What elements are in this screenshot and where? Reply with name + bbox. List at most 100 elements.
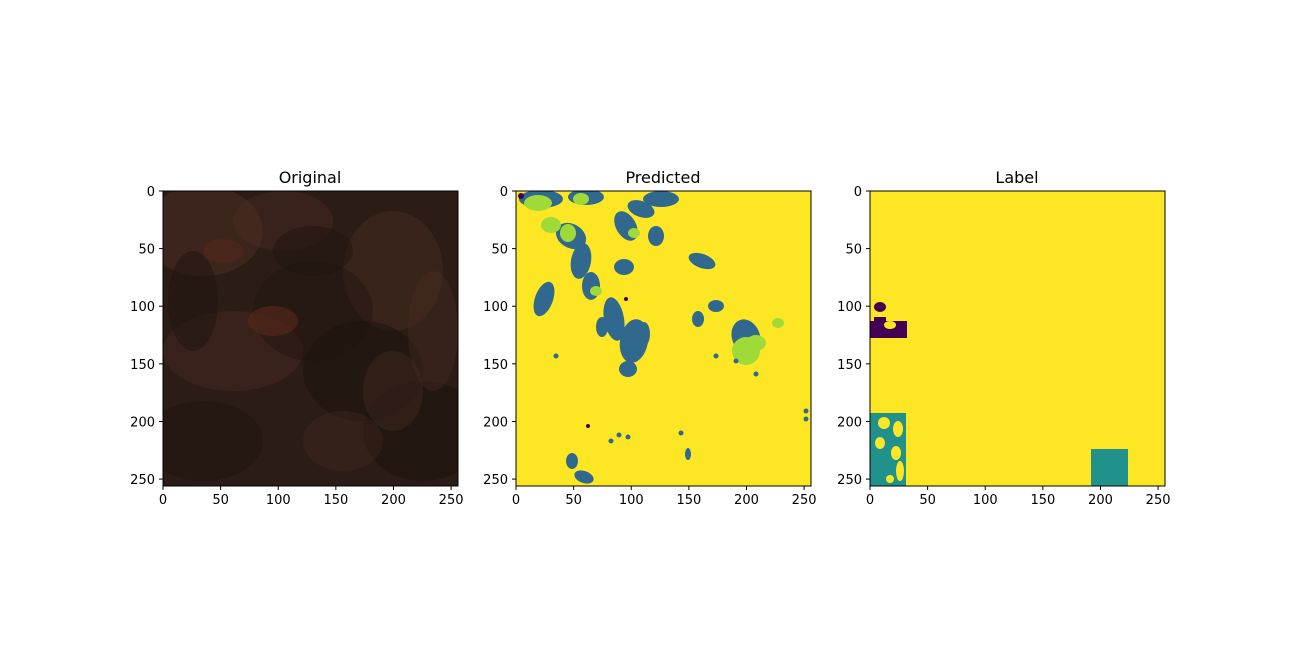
- y-tick-label: 100: [130, 300, 155, 315]
- texture-patch: [203, 239, 243, 263]
- y-tick-label: 200: [483, 415, 508, 430]
- teal-region: [566, 453, 578, 469]
- y-tick-label: 100: [837, 300, 862, 315]
- teal-speck: [553, 353, 559, 359]
- purple-region: [874, 302, 886, 312]
- panel-title: Predicted: [625, 168, 700, 187]
- x-tick-label: 50: [919, 493, 936, 508]
- teal-region: [648, 226, 664, 246]
- x-tick-label: 200: [381, 493, 406, 508]
- x-tick-label: 100: [266, 493, 291, 508]
- green-region: [746, 335, 766, 351]
- purple-region: [874, 317, 886, 325]
- green-region: [560, 224, 576, 242]
- texture-patch: [363, 351, 423, 431]
- teal-region: [596, 317, 608, 337]
- teal-speck: [803, 408, 809, 414]
- teal-gap: [878, 417, 890, 429]
- teal-gap: [891, 446, 901, 460]
- original-image: [163, 191, 458, 486]
- panel-label: Label 0 50 100 150 200 250 0 50 100 150 200 250: [837, 168, 1170, 508]
- x-tick-label: 250: [1146, 493, 1171, 508]
- purple-region: [624, 297, 628, 301]
- panel-original: Original 0 50 100 150 200 250 0 50 100 150 200 250: [130, 168, 463, 508]
- mask-background: [870, 191, 1165, 486]
- green-region: [541, 217, 561, 233]
- texture-patch: [343, 211, 443, 331]
- teal-region: [708, 300, 724, 312]
- purple-region: [870, 321, 907, 338]
- green-region: [590, 286, 602, 296]
- axis-ticks: 0 50 100 150 200 250 0 50 100 150 200 250: [130, 185, 463, 508]
- x-tick-label: 50: [565, 493, 582, 508]
- y-tick-label: 250: [837, 473, 862, 488]
- purple-gap: [884, 321, 896, 329]
- teal-region: [533, 281, 555, 317]
- x-tick-label: 200: [1088, 493, 1113, 508]
- teal-region: [688, 252, 716, 270]
- teal-speck: [678, 430, 684, 436]
- teal-speck: [803, 416, 809, 422]
- axis-ticks: 0 50 100 150 200 250 0 50 100 150 200 250: [837, 185, 1170, 508]
- predicted-mask: [516, 191, 811, 486]
- texture-patch: [233, 191, 333, 251]
- green-region: [628, 228, 640, 238]
- teal-region: [614, 259, 634, 275]
- x-tick-label: 250: [439, 493, 464, 508]
- y-tick-label: 50: [138, 243, 155, 258]
- texture-patch: [248, 306, 298, 336]
- y-tick-label: 0: [854, 185, 862, 200]
- teal-speck: [608, 438, 614, 444]
- axes-frame: [869, 190, 1166, 487]
- texture-patch: [168, 251, 218, 351]
- teal-region: [692, 311, 704, 327]
- y-tick-label: 50: [491, 243, 508, 258]
- green-region: [772, 318, 784, 328]
- y-tick-label: 50: [845, 243, 862, 258]
- green-region: [524, 195, 552, 211]
- teal-gap: [893, 421, 903, 437]
- texture-patch: [163, 401, 263, 481]
- axes-frame: [515, 190, 812, 487]
- panel-predicted: Predicted 0 50 100 150 200 250 0 50 100 150 200 250: [483, 168, 816, 508]
- purple-region: [586, 424, 590, 428]
- x-tick-label: 100: [973, 493, 998, 508]
- y-tick-label: 0: [147, 185, 155, 200]
- teal-gap: [875, 437, 885, 449]
- panel-title: Label: [995, 168, 1038, 187]
- texture-patch: [273, 226, 353, 276]
- x-tick-label: 150: [323, 493, 348, 508]
- texture-patch: [408, 271, 458, 391]
- teal-region: [685, 448, 691, 460]
- teal-speck: [753, 371, 759, 377]
- x-tick-label: 0: [159, 493, 167, 508]
- y-tick-label: 200: [130, 415, 155, 430]
- y-tick-label: 150: [837, 358, 862, 373]
- y-tick-label: 150: [483, 358, 508, 373]
- y-tick-label: 250: [483, 473, 508, 488]
- teal-region: [1091, 449, 1128, 486]
- y-tick-label: 0: [500, 185, 508, 200]
- axis-ticks: 0 50 100 150 200 250 0 50 100 150 200 250: [483, 185, 816, 508]
- x-tick-label: 150: [1030, 493, 1055, 508]
- y-tick-label: 200: [837, 415, 862, 430]
- green-region: [573, 193, 589, 205]
- y-tick-label: 100: [483, 300, 508, 315]
- teal-speck: [733, 358, 739, 364]
- label-mask: [870, 191, 1165, 486]
- x-tick-label: 150: [676, 493, 701, 508]
- teal-region: [627, 200, 655, 218]
- teal-region: [603, 297, 625, 341]
- y-tick-label: 150: [130, 358, 155, 373]
- teal-region: [570, 243, 592, 279]
- teal-region: [619, 361, 637, 377]
- x-tick-label: 0: [866, 493, 874, 508]
- x-tick-label: 200: [734, 493, 759, 508]
- purple-region: [518, 193, 524, 199]
- teal-region: [574, 470, 594, 484]
- x-tick-label: 50: [212, 493, 229, 508]
- teal-gap: [886, 475, 894, 483]
- y-tick-label: 250: [130, 473, 155, 488]
- teal-speck: [713, 353, 719, 359]
